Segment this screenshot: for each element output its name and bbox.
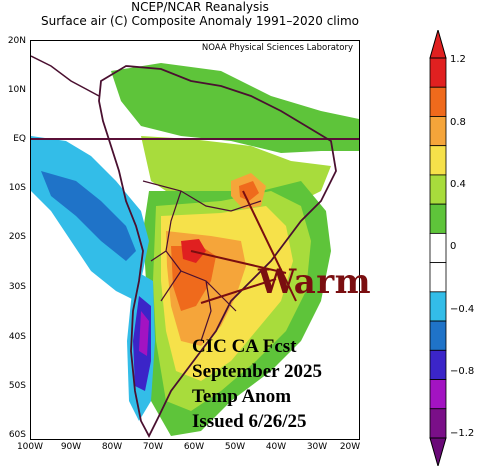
colorbar-segment	[429, 320, 447, 351]
red-spot-brazil	[239, 181, 259, 201]
forecast-line-4: Issued 6/26/25	[192, 411, 307, 432]
lat-label-eq: EQ	[13, 134, 26, 144]
lat-label-60s: 60S	[8, 430, 26, 440]
lat-label-30s: 30S	[8, 282, 26, 292]
arrow-line-brazil	[242, 190, 297, 302]
lat-label-50s: 50S	[8, 381, 26, 391]
lat-label-10s: 10S	[8, 183, 26, 193]
purple-region-chile	[139, 311, 149, 356]
colorbar-segment	[429, 57, 447, 88]
coastline-south-america	[98, 65, 337, 438]
coastline-central-america	[31, 55, 100, 97]
country-borders	[142, 180, 262, 342]
colorbar-label-neg1.2: −1.2	[450, 428, 475, 439]
colorbar-label-0: 0	[450, 241, 457, 252]
colorbar-segment	[429, 232, 447, 264]
forecast-line-3: Temp Anom	[192, 386, 292, 407]
lat-label-40s: 40S	[8, 332, 26, 342]
colorbar-segment	[429, 349, 447, 380]
colorbar-top-tip	[429, 30, 447, 59]
forecast-line-2: September 2025	[192, 361, 322, 382]
arrow-line-southcone	[190, 250, 287, 274]
colorbar-bottom-tip	[429, 437, 447, 466]
colorbar-segment	[429, 291, 447, 322]
chart-subtitle: Surface air (C) Composite Anomaly 1991–2…	[40, 14, 360, 28]
blue-region-pacific	[41, 171, 136, 261]
colorbar-segment	[429, 262, 447, 293]
colorbar-segment	[429, 379, 447, 410]
map-panel: NOAA Physical Sciences Laboratory	[30, 40, 360, 440]
lat-label-10n: 10N	[7, 85, 26, 95]
chart-title: NCEP/NCAR Reanalysis	[131, 0, 269, 14]
colorbar-label-1.2: 1.2	[450, 54, 466, 65]
colorbar-label-neg0.8: −0.8	[450, 366, 475, 377]
colorbar-segment	[429, 145, 447, 176]
colorbar-segment	[429, 86, 447, 117]
colorbar-label-0.4: 0.4	[450, 179, 466, 190]
colorbar-label-0.8: 0.8	[450, 117, 466, 128]
colorbar-segment	[429, 174, 447, 205]
orange-region	[171, 246, 216, 311]
lon-label-90w: 90W	[60, 442, 82, 452]
lat-label-20n: 20N	[7, 36, 26, 46]
lon-label-30w: 30W	[306, 442, 328, 452]
colorbar	[429, 30, 447, 466]
warm-annotation: Warm	[258, 262, 372, 302]
colorbar-segment	[429, 203, 447, 234]
credit-text: NOAA Physical Sciences Laboratory	[199, 43, 355, 53]
lon-label-70w: 70W	[142, 442, 164, 452]
green-region-north	[31, 41, 359, 126]
green-region-venezuela	[111, 63, 359, 153]
forecast-line-1: CIC CA Fcst	[192, 336, 297, 357]
lon-label-80w: 80W	[101, 442, 123, 452]
arrow-line-argentina	[200, 278, 277, 304]
lon-label-60w: 60W	[183, 442, 205, 452]
anomaly-map	[31, 41, 359, 438]
lon-label-20w: 20W	[339, 442, 361, 452]
colorbar-segment	[429, 408, 447, 439]
lon-label-40w: 40W	[265, 442, 287, 452]
lon-label-50w: 50W	[224, 442, 246, 452]
colorbar-label-neg0.4: −0.4	[450, 304, 475, 315]
lat-label-20s: 20S	[8, 232, 26, 242]
colorbar-segment	[429, 116, 447, 147]
lon-label-100w: 100W	[16, 442, 44, 452]
